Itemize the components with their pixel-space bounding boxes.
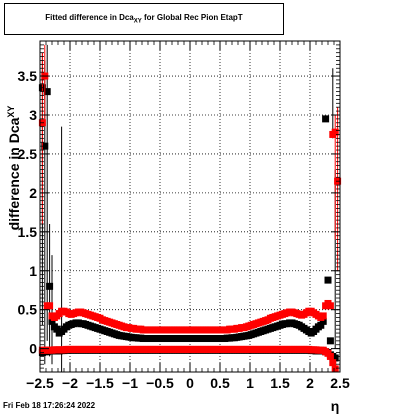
lower-data-point <box>326 352 334 360</box>
y-tick-label: 3.5 <box>18 68 38 84</box>
x-tick-label: 2 <box>306 375 314 391</box>
x-tick-label: −0.5 <box>146 375 174 391</box>
y-axis-title-main: difference in Dca <box>6 117 22 230</box>
y-tick-label: 2.5 <box>18 146 38 162</box>
x-tick-label: −1 <box>122 375 138 391</box>
upper-data-point <box>326 337 334 345</box>
data-series <box>38 44 342 373</box>
axis-tick-labels: −2.5 −2 −1.5 −1 −0.5 0 0.5 1 1.5 2 2.5 0 0.5 1 1.5 2 2.5… <box>18 68 350 391</box>
x-axis-title: η <box>331 398 340 414</box>
axis-ticks <box>39 40 341 372</box>
upper-data-point <box>317 321 325 329</box>
x-tick-label: 1.5 <box>270 375 290 391</box>
y-tick-label: 1 <box>29 263 37 279</box>
lower-data-point <box>329 359 337 367</box>
chart-title: Fitted difference in DcaXY for Global Re… <box>45 13 242 25</box>
timestamp-footer: Fri Feb 18 17:26:24 2022 <box>3 401 96 410</box>
upper-data-point <box>53 325 61 333</box>
upper-data-point <box>326 302 334 310</box>
x-tick-label: −2 <box>62 375 78 391</box>
y-axis-title-subscript: XY <box>6 106 16 118</box>
x-tick-label: 0 <box>186 375 194 391</box>
y-tick-label: 2 <box>29 185 37 201</box>
x-tick-label: 2.5 <box>330 375 350 391</box>
x-tick-label: −2.5 <box>26 375 54 391</box>
lower-data-point <box>331 354 339 362</box>
chart-title-suffix: for Global Rec Pion EtapT <box>141 13 243 23</box>
chart-title-box: Fitted difference in DcaXY for Global Re… <box>4 3 284 35</box>
upper-data-point <box>324 276 332 284</box>
lower-data-point <box>331 365 339 373</box>
upper-data-point <box>46 302 54 310</box>
x-tick-label: 1 <box>246 375 254 391</box>
chart-title-subscript: XY <box>133 18 142 25</box>
upper-data-point <box>319 317 327 325</box>
x-tick-label: 0.5 <box>210 375 230 391</box>
y-tick-label: 0.5 <box>18 302 38 318</box>
y-axis-title: difference in DcaXY <box>6 106 22 231</box>
y-tick-label: 1.5 <box>18 224 38 240</box>
chart-title-prefix: Fitted difference in Dca <box>45 13 134 23</box>
series-black <box>38 44 339 372</box>
upper-data-point <box>322 115 330 123</box>
upper-data-point <box>319 312 327 320</box>
x-tick-label: −1.5 <box>86 375 114 391</box>
y-tick-label: 3 <box>29 107 37 123</box>
grid <box>40 41 340 372</box>
y-tick-label: 0 <box>29 341 37 357</box>
